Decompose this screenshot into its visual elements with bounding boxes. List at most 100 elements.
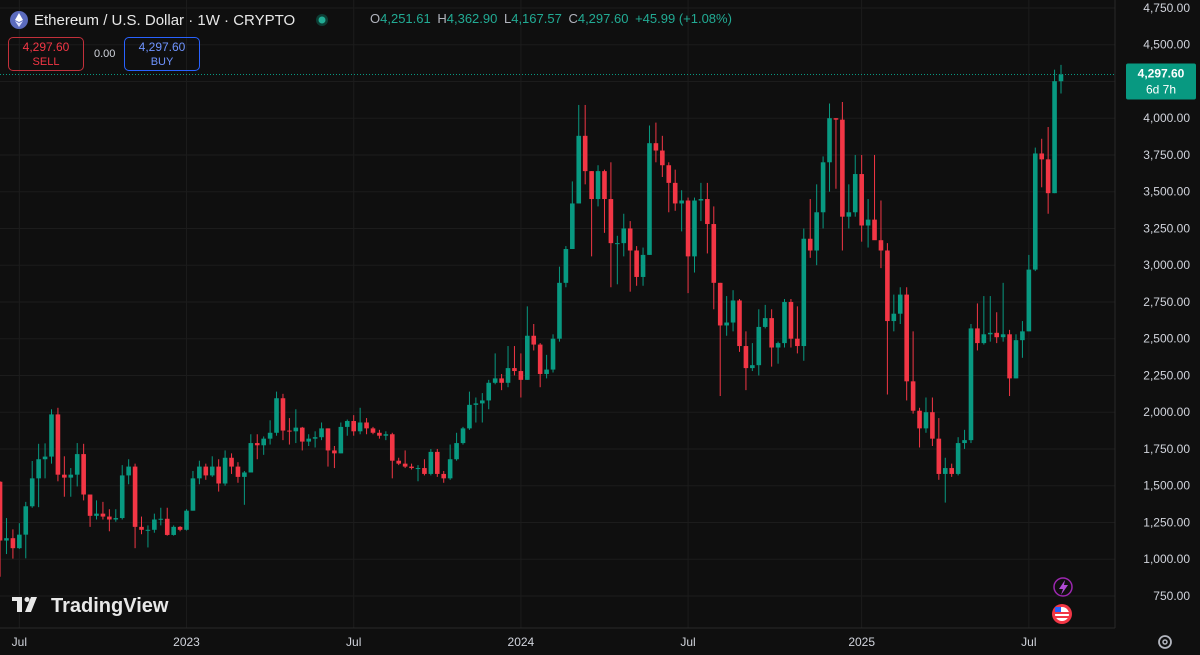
candle-body (203, 466, 209, 476)
candle-body (666, 165, 672, 183)
ohlc-key: L (503, 11, 512, 26)
candle-body (762, 318, 768, 327)
sell-button[interactable]: 4,297.60 SELL (8, 37, 84, 71)
buy-label: BUY (150, 56, 174, 68)
us-flag-icon[interactable] (1052, 604, 1072, 624)
candle-body (505, 368, 511, 383)
candle-body (357, 422, 363, 432)
candle-body (10, 538, 16, 549)
market-status (316, 14, 329, 26)
candle-body (344, 421, 350, 427)
candle-body (968, 328, 974, 441)
price-tag-countdown: 6d 7h (1146, 82, 1176, 96)
symbol-header[interactable]: Ethereum / U.S. Dollar · 1W · CRYPTO (10, 8, 329, 32)
candle-body (1052, 81, 1057, 194)
candle-body (415, 468, 421, 470)
candle-body (852, 174, 858, 213)
candle-body (164, 518, 170, 535)
candle-body (177, 526, 183, 530)
candle-body (692, 200, 697, 257)
sell-price: 4,297.60 (22, 40, 70, 54)
candle-body (608, 199, 614, 244)
candle-body (370, 428, 376, 433)
x-tick-label: 2025 (848, 635, 875, 649)
candle-body (994, 332, 999, 338)
candle-body (846, 212, 852, 217)
y-tick-label: 3,500.00 (1143, 185, 1190, 199)
price-tag (1126, 63, 1196, 100)
candle-body (441, 473, 447, 479)
candle-body (582, 135, 588, 172)
candle-body (274, 398, 279, 433)
candle-body (801, 238, 807, 347)
candle-body (325, 428, 331, 451)
icon-stripe (1055, 616, 1069, 618)
candle-body (557, 282, 562, 339)
candle-body (807, 238, 813, 251)
candle-body (930, 412, 935, 439)
candle-body (434, 451, 440, 474)
ohlc-value: 4,362.90 (446, 11, 498, 26)
candle-body (293, 427, 299, 432)
candle-body (473, 403, 479, 405)
icon-canton (1055, 607, 1061, 612)
icon-stripe (1055, 612, 1069, 614)
candle-body (730, 300, 736, 323)
candle-body (537, 344, 543, 374)
y-tick-label: 3,000.00 (1143, 258, 1190, 272)
x-tick-label: Jul (12, 635, 27, 649)
candle-body (840, 119, 845, 217)
candle-body (859, 174, 864, 226)
candle-body (428, 451, 434, 474)
flash-icon[interactable] (1053, 577, 1073, 597)
candle-body (17, 534, 22, 549)
tradingview-logo[interactable]: TradingView (12, 595, 169, 617)
candle-body (827, 118, 832, 163)
ohlc-key: C (568, 11, 578, 26)
candle-body (570, 203, 575, 250)
candle-body (878, 240, 884, 251)
candle-body (460, 428, 466, 444)
candle-body (795, 338, 800, 347)
candle-body (1032, 153, 1038, 270)
settings-icon[interactable] (1158, 635, 1172, 649)
candle-body (248, 443, 254, 473)
eth-icon (10, 11, 28, 29)
candle-body (184, 510, 189, 530)
candle-body (1039, 153, 1045, 160)
candle-body (242, 472, 247, 477)
candle-body (627, 228, 633, 251)
candle-body (820, 162, 826, 213)
candle-body (467, 404, 472, 429)
y-tick-label: 2,750.00 (1143, 295, 1190, 309)
logo-part (25, 597, 37, 612)
candle-body (23, 506, 29, 535)
candle-body (525, 335, 530, 380)
ohlc-legend: O4,251.61 H4,362.90 L4,167.57 C4,297.60 … (370, 11, 735, 26)
candle-body (389, 434, 395, 461)
candle-body (576, 135, 582, 204)
candle-body (312, 437, 318, 439)
candle-body (254, 443, 260, 446)
ohlc-value: 4,251.61 (380, 11, 431, 26)
candle-body (544, 369, 549, 374)
candle-body (782, 301, 787, 344)
candle-body (775, 343, 781, 348)
price-tag-value: 4,297.60 (1138, 66, 1185, 80)
x-tick-label: 2024 (508, 635, 535, 649)
candle-body (814, 212, 819, 251)
candle-body (383, 434, 389, 436)
price-change: +45.99 (+1.08%) (635, 11, 732, 26)
candle-body (975, 328, 980, 344)
candle-body (119, 475, 125, 519)
buy-button[interactable]: 4,297.60 BUY (124, 37, 200, 71)
candle-body (332, 450, 337, 454)
candle-body (897, 294, 903, 314)
ohlc-key: O (370, 11, 381, 26)
candle-body (550, 338, 556, 370)
candle-body (743, 346, 749, 369)
symbol-title: Ethereum / U.S. Dollar · 1W · CRYPTO (34, 11, 296, 29)
candle-body (512, 368, 517, 372)
candle-body (81, 454, 86, 495)
